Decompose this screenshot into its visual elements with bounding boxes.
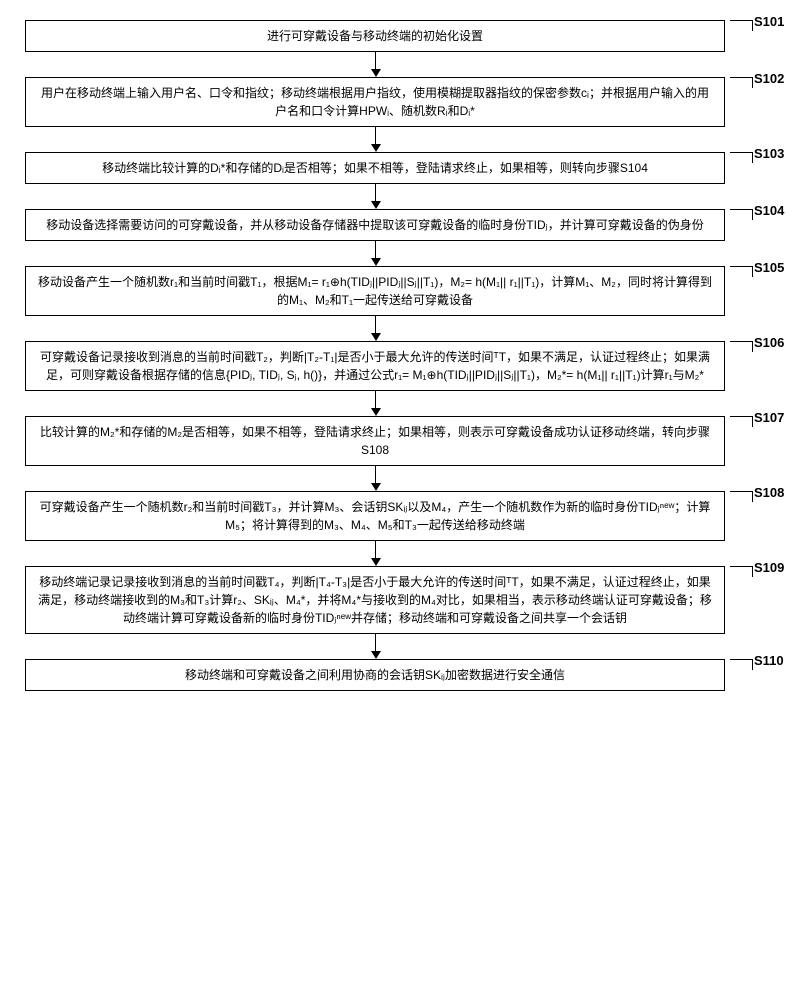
step-row: 移动设备选择需要访问的可穿戴设备，并从移动设备存储器中提取该可穿戴设备的临时身份… [10,209,790,241]
step-row: 用户在移动终端上输入用户名、口令和指纹；移动终端根据用户指纹，使用模糊提取器指纹… [10,77,790,127]
step-label: S109 [754,560,784,575]
label-leader-line [730,266,753,277]
step-row: 进行可穿戴设备与移动终端的初始化设置 S101 [10,20,790,52]
arrow [10,52,790,77]
arrow [10,391,790,416]
label-leader-line [730,341,753,352]
label-leader-line [730,491,753,502]
step-box-s109: 移动终端记录记录接收到消息的当前时间戳T₄，判断|T₄-T₃|是否小于最大允许的… [25,566,725,634]
step-label: S106 [754,335,784,350]
step-box-s104: 移动设备选择需要访问的可穿戴设备，并从移动设备存储器中提取该可穿戴设备的临时身份… [25,209,725,241]
step-row: 移动终端比较计算的Dᵢ*和存储的Dᵢ是否相等；如果不相等，登陆请求终止，如果相等… [10,152,790,184]
step-row: 可穿戴设备记录接收到消息的当前时间戳T₂，判断|T₂-T₁|是否小于最大允许的传… [10,341,790,391]
step-label: S104 [754,203,784,218]
step-box-s110: 移动终端和可穿戴设备之间利用协商的会话钥SKᵢⱼ加密数据进行安全通信 [25,659,725,691]
step-row: 移动终端记录记录接收到消息的当前时间戳T₄，判断|T₄-T₃|是否小于最大允许的… [10,566,790,634]
step-label: S105 [754,260,784,275]
step-box-s106: 可穿戴设备记录接收到消息的当前时间戳T₂，判断|T₂-T₁|是否小于最大允许的传… [25,341,725,391]
arrow [10,127,790,152]
step-box-s108: 可穿戴设备产生一个随机数r₂和当前时间戳T₃，并计算M₃、会话钥SKᵢⱼ以及M₄… [25,491,725,541]
label-leader-line [730,152,753,163]
step-row: 移动终端和可穿戴设备之间利用协商的会话钥SKᵢⱼ加密数据进行安全通信 S110 [10,659,790,691]
arrow [10,241,790,266]
arrow [10,316,790,341]
flowchart-container: 进行可穿戴设备与移动终端的初始化设置 S101 用户在移动终端上输入用户名、口令… [10,20,790,691]
step-row: 比较计算的M₂*和存储的M₂是否相等，如果不相等，登陆请求终止；如果相等，则表示… [10,416,790,466]
step-label: S103 [754,146,784,161]
label-leader-line [730,566,753,577]
label-leader-line [730,209,753,220]
label-leader-line [730,416,753,427]
step-box-s102: 用户在移动终端上输入用户名、口令和指纹；移动终端根据用户指纹，使用模糊提取器指纹… [25,77,725,127]
step-box-s105: 移动设备产生一个随机数r₁和当前时间戳T₁，根据M₁= r₁⊕h(TIDⱼ||P… [25,266,725,316]
step-row: 可穿戴设备产生一个随机数r₂和当前时间戳T₃，并计算M₃、会话钥SKᵢⱼ以及M₄… [10,491,790,541]
arrow [10,184,790,209]
step-label: S107 [754,410,784,425]
step-label: S101 [754,14,784,29]
label-leader-line [730,77,753,88]
step-box-s103: 移动终端比较计算的Dᵢ*和存储的Dᵢ是否相等；如果不相等，登陆请求终止，如果相等… [25,152,725,184]
arrow [10,466,790,491]
step-row: 移动设备产生一个随机数r₁和当前时间戳T₁，根据M₁= r₁⊕h(TIDⱼ||P… [10,266,790,316]
step-label: S108 [754,485,784,500]
step-label: S110 [754,653,784,668]
arrow [10,541,790,566]
step-label: S102 [754,71,784,86]
arrow [10,634,790,659]
step-box-s101: 进行可穿戴设备与移动终端的初始化设置 [25,20,725,52]
label-leader-line [730,20,753,31]
label-leader-line [730,659,753,670]
step-box-s107: 比较计算的M₂*和存储的M₂是否相等，如果不相等，登陆请求终止；如果相等，则表示… [25,416,725,466]
